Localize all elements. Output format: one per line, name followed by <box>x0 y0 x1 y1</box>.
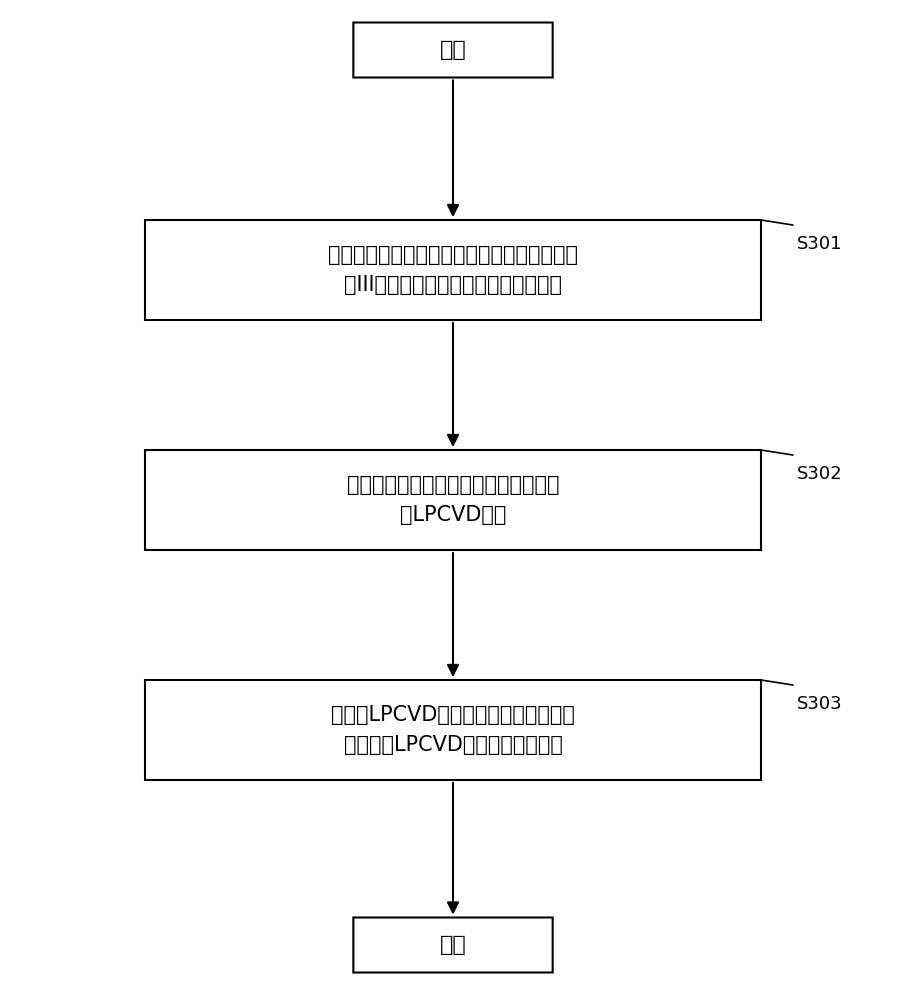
FancyBboxPatch shape <box>353 22 553 78</box>
FancyBboxPatch shape <box>145 680 761 780</box>
Text: S303: S303 <box>797 695 843 713</box>
FancyBboxPatch shape <box>145 450 761 550</box>
FancyBboxPatch shape <box>145 220 761 320</box>
Text: S301: S301 <box>797 235 843 253</box>
Text: 通过无氧传输系统将已处理的衬底转移
至LPCVD腔室: 通过无氧传输系统将已处理的衬底转移 至LPCVD腔室 <box>347 475 559 525</box>
Text: 对衬底进行加热，然后用软等离子体对衬底上
的III族氮化物层进行等离子体表面处理: 对衬底进行加热，然后用软等离子体对衬底上 的III族氮化物层进行等离子体表面处理 <box>328 245 578 295</box>
Text: S302: S302 <box>797 465 843 483</box>
Text: 结束: 结束 <box>439 935 467 955</box>
FancyBboxPatch shape <box>353 918 553 972</box>
Text: 开始: 开始 <box>439 40 467 60</box>
Text: 在所述LPCVD腔室中在所述已处理的衬
底上通过LPCVD工艺生长氮化物层: 在所述LPCVD腔室中在所述已处理的衬 底上通过LPCVD工艺生长氮化物层 <box>331 705 575 755</box>
